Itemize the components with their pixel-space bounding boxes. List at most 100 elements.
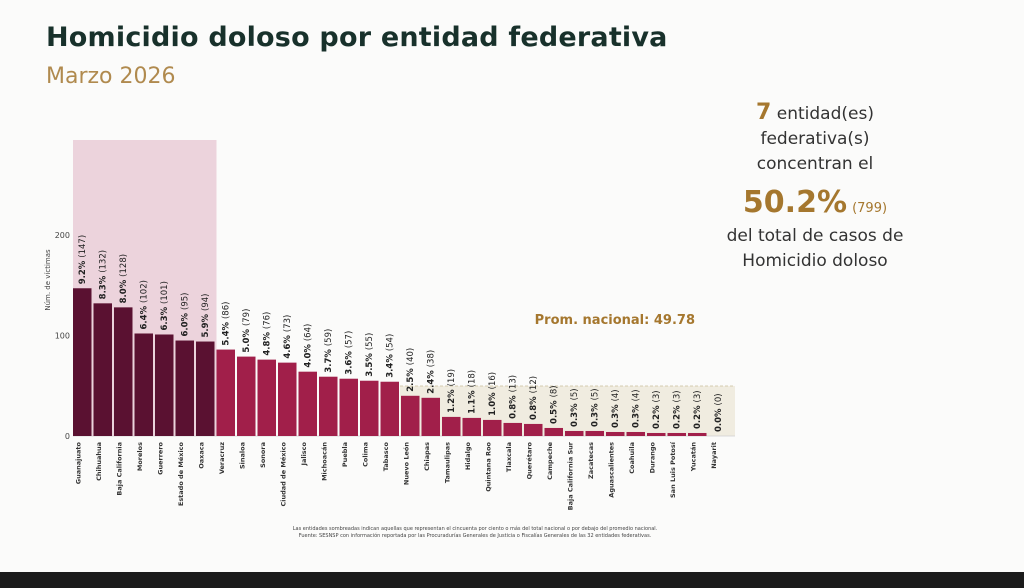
data-label: 0.3% (5)	[591, 388, 601, 427]
category-label: Coahuila	[628, 442, 636, 474]
bar	[565, 430, 584, 436]
category-label: Morelos	[136, 442, 144, 471]
data-label: 1.2% (19)	[447, 369, 457, 413]
bar	[401, 395, 420, 436]
data-label: 6.3% (101)	[160, 281, 170, 330]
category-label: Estado de México	[177, 441, 185, 506]
data-label: 0.8% (13)	[509, 375, 519, 419]
data-label: 1.1% (18)	[468, 370, 478, 414]
bar	[503, 422, 522, 436]
bar	[360, 380, 379, 436]
data-label: 2.4% (38)	[427, 350, 437, 394]
category-label: Chiapas	[423, 442, 431, 471]
bar	[606, 431, 625, 436]
y-tick-label: 0	[65, 432, 70, 441]
bar	[688, 432, 707, 436]
y-axis-label: Núm. de víctimas	[44, 249, 52, 311]
data-label: 5.9% (94)	[201, 294, 211, 338]
bar	[196, 341, 215, 436]
data-label: 3.7% (59)	[324, 329, 334, 373]
data-label: 6.4% (102)	[140, 280, 150, 329]
category-label: Ciudad de México	[279, 441, 287, 506]
data-label: 6.0% (95)	[181, 293, 191, 337]
category-label: Guerrero	[156, 441, 164, 474]
bar	[585, 430, 604, 436]
summary-percent-row: 50.2% (799)	[700, 185, 930, 220]
bar	[93, 303, 112, 436]
category-label: Nayarit	[710, 442, 718, 469]
data-label: 0.0% (0)	[714, 393, 724, 432]
data-label: 0.2% (3)	[693, 390, 703, 429]
summary-percent: 50.2%	[742, 185, 847, 220]
bar	[380, 381, 399, 436]
category-label: Veracruz	[218, 442, 226, 474]
page-title: Homicidio doloso por entidad federativa	[46, 22, 668, 53]
bar	[339, 378, 358, 436]
category-label: Tabasco	[382, 441, 390, 471]
data-label: 4.6% (73)	[283, 315, 293, 359]
summary-line-3: del total de casos de	[726, 226, 904, 246]
data-label: 1.0% (16)	[488, 372, 498, 416]
category-label: Quintana Roo	[484, 441, 492, 491]
bar	[483, 419, 502, 436]
category-label: Hidalgo	[464, 441, 472, 470]
data-label: 0.2% (3)	[652, 390, 662, 429]
category-label: Baja California	[115, 442, 123, 496]
summary-line-4: Homicidio doloso	[742, 251, 888, 271]
bar	[216, 349, 235, 436]
category-label: Guanajuato	[74, 441, 82, 484]
data-label: 8.3% (132)	[99, 250, 109, 299]
summary-count: 7	[756, 100, 772, 125]
category-label: Sonora	[259, 442, 267, 468]
data-label: 0.8% (12)	[529, 376, 539, 420]
data-label: 3.4% (54)	[386, 334, 396, 378]
category-label: Colima	[361, 442, 369, 467]
category-label: Nuevo León	[402, 442, 410, 485]
summary-cases: (799)	[852, 201, 888, 216]
data-label: 3.5% (55)	[365, 333, 375, 377]
bar	[175, 340, 194, 436]
data-label: 0.3% (4)	[632, 389, 642, 428]
category-label: Oaxaca	[197, 442, 205, 469]
bar	[155, 334, 174, 436]
summary-line-1: 7 entidad(es) federativa(s)	[700, 100, 930, 152]
y-tick-label: 100	[55, 332, 70, 341]
category-label: Chihuahua	[95, 442, 103, 481]
screen-bottom-bar	[0, 572, 1024, 588]
category-label: Tlaxcala	[505, 442, 513, 472]
data-label: 0.2% (3)	[673, 390, 683, 429]
bar	[257, 359, 276, 436]
bar	[298, 371, 317, 436]
data-label: 4.0% (64)	[304, 324, 314, 368]
footnote-shading: Las entidades sombreadas indican aquella…	[292, 526, 658, 532]
summary-line-2: concentran el	[756, 154, 874, 174]
bar	[442, 416, 461, 436]
bar	[462, 417, 481, 436]
category-label: Yucatán	[689, 442, 697, 473]
category-label: San Luis Potosí	[669, 441, 677, 498]
bar	[114, 307, 133, 436]
bar	[647, 432, 666, 436]
data-label: 4.8% (76)	[263, 312, 273, 356]
bar	[319, 376, 338, 436]
category-label: Baja California Sur	[566, 441, 574, 510]
category-label: Zacatecas	[587, 442, 595, 479]
category-label: Aguascalientes	[607, 442, 615, 498]
bar	[73, 288, 92, 436]
bar	[421, 397, 440, 436]
bar	[524, 423, 543, 436]
bar	[626, 431, 645, 436]
category-label: Sinaloa	[238, 442, 246, 469]
bar	[278, 362, 297, 436]
category-label: Querétaro	[525, 441, 533, 479]
data-label: 0.3% (4)	[611, 389, 621, 428]
data-label: 0.3% (5)	[570, 388, 580, 427]
summary-entities-text: entidad(es) federativa(s)	[760, 104, 874, 149]
category-label: Jalisco	[300, 441, 308, 466]
summary-panel: 7 entidad(es) federativa(s) concentran e…	[700, 100, 930, 274]
footnotes: Las entidades sombreadas indican aquella…	[240, 526, 710, 540]
category-label: Puebla	[341, 442, 349, 467]
data-label: 8.0% (128)	[119, 254, 129, 303]
